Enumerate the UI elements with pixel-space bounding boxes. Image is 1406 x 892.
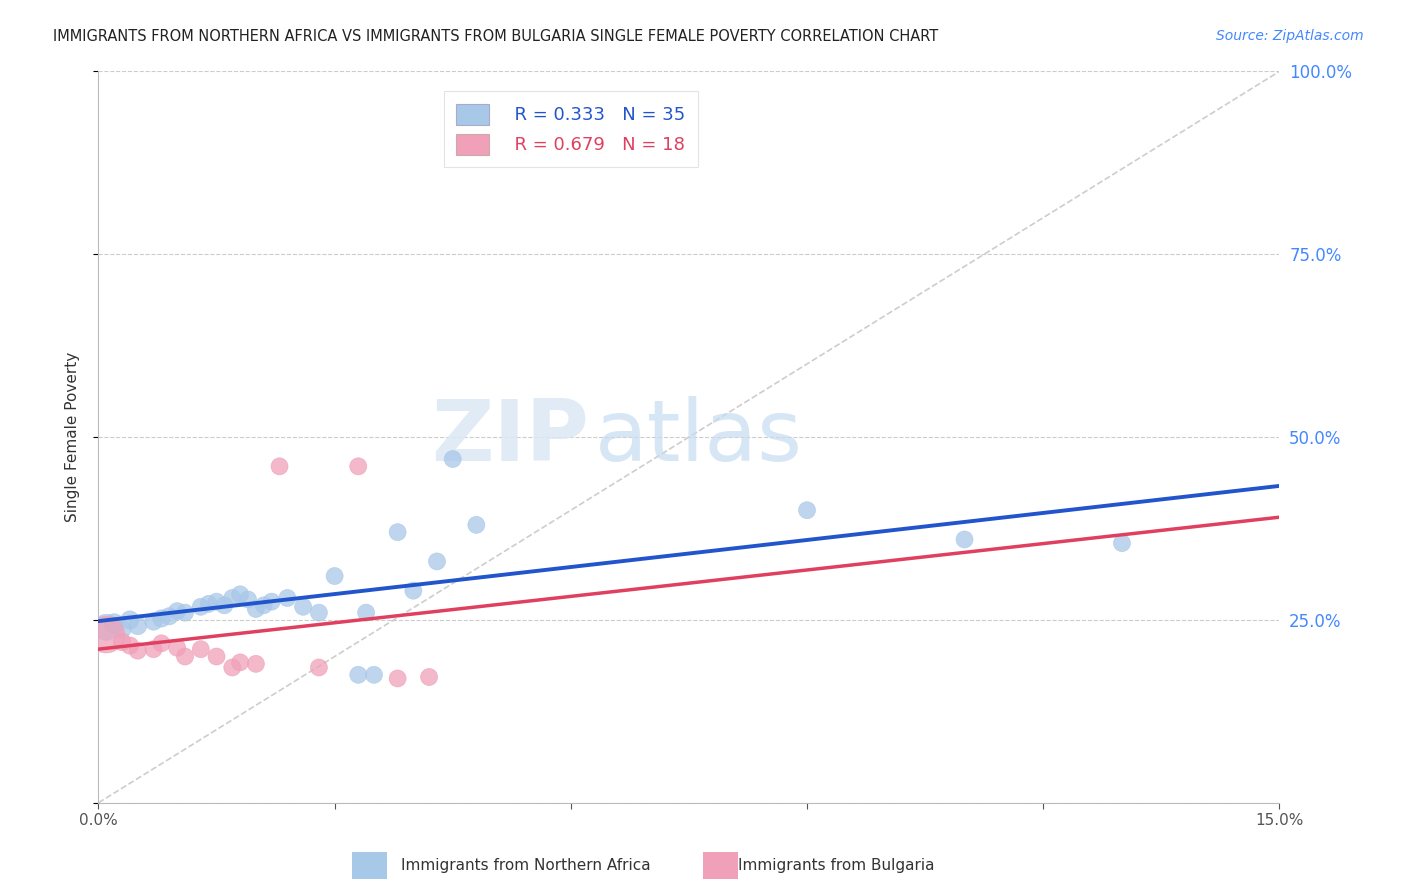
Point: [308, 606, 330, 620]
Point: [127, 643, 149, 657]
Point: [150, 611, 173, 625]
Point: [276, 591, 298, 605]
Text: Immigrants from Bulgaria: Immigrants from Bulgaria: [738, 858, 935, 872]
Point: [118, 613, 141, 627]
Point: [796, 503, 818, 517]
Point: [387, 672, 409, 686]
Point: [1111, 536, 1133, 550]
Point: [229, 587, 252, 601]
Point: [205, 649, 228, 664]
Point: [142, 615, 165, 629]
Point: [308, 660, 330, 674]
Point: [118, 639, 141, 653]
Point: [402, 583, 425, 598]
Point: [418, 670, 440, 684]
Point: [150, 636, 173, 650]
Point: [245, 657, 267, 671]
Point: [229, 656, 252, 670]
Legend:   R = 0.333   N = 35,   R = 0.679   N = 18: R = 0.333 N = 35, R = 0.679 N = 18: [444, 91, 697, 168]
Text: Source: ZipAtlas.com: Source: ZipAtlas.com: [1216, 29, 1364, 43]
Point: [441, 452, 464, 467]
Point: [174, 606, 197, 620]
Point: [127, 619, 149, 633]
Point: [142, 642, 165, 657]
Text: Immigrants from Northern Africa: Immigrants from Northern Africa: [401, 858, 651, 872]
Point: [260, 594, 283, 608]
Point: [214, 599, 236, 613]
Point: [111, 635, 134, 649]
Point: [245, 602, 267, 616]
Point: [953, 533, 976, 547]
Point: [96, 620, 118, 634]
Point: [347, 459, 370, 474]
Text: IMMIGRANTS FROM NORTHERN AFRICA VS IMMIGRANTS FROM BULGARIA SINGLE FEMALE POVERT: IMMIGRANTS FROM NORTHERN AFRICA VS IMMIG…: [53, 29, 939, 44]
Point: [221, 660, 243, 674]
Text: ZIP: ZIP: [430, 395, 589, 479]
Point: [354, 606, 377, 620]
Point: [190, 642, 212, 657]
Point: [323, 569, 346, 583]
Point: [166, 604, 188, 618]
Point: [269, 459, 291, 474]
Point: [190, 599, 212, 614]
Point: [363, 667, 385, 681]
Point: [253, 599, 276, 613]
Point: [426, 554, 449, 568]
Point: [347, 667, 370, 681]
Point: [166, 640, 188, 655]
Point: [387, 525, 409, 540]
Point: [96, 627, 118, 641]
Point: [174, 649, 197, 664]
Point: [221, 591, 243, 605]
Point: [465, 517, 488, 532]
Point: [157, 609, 180, 624]
Point: [292, 599, 315, 614]
Point: [236, 592, 259, 607]
Y-axis label: Single Female Poverty: Single Female Poverty: [65, 352, 80, 522]
Point: [205, 594, 228, 608]
Text: atlas: atlas: [595, 395, 803, 479]
Point: [197, 597, 219, 611]
Point: [111, 622, 134, 636]
Point: [103, 616, 125, 631]
